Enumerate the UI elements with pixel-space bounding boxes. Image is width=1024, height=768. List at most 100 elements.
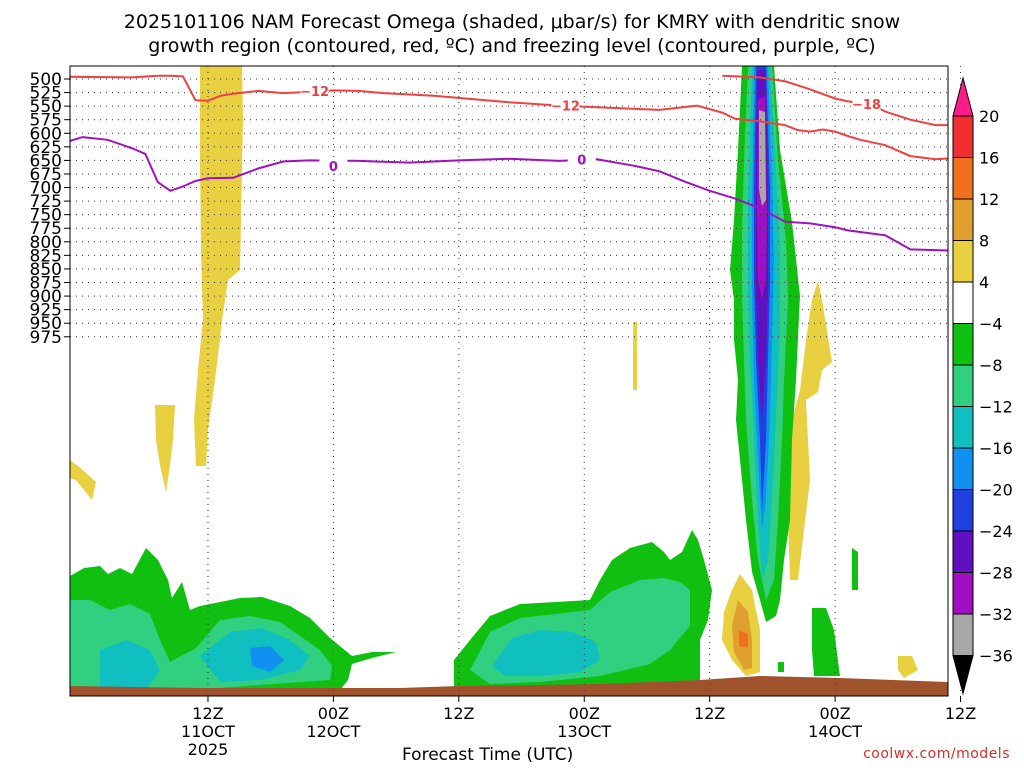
omega-negative-patch (759, 110, 766, 206)
colorbar-bottom-arrow (952, 655, 974, 696)
omega-positive-patch (155, 405, 175, 492)
x-tick-label: 11OCT (181, 722, 235, 741)
y-tick-label: 600 (30, 124, 62, 144)
colorbar-swatch (952, 364, 974, 407)
colorbar-label: −24 (979, 522, 1013, 541)
omega-negative-patch (100, 640, 160, 690)
x-tick-label: 12Z (945, 704, 976, 723)
omega-negative-patch (695, 584, 700, 610)
contour-freezing-level (70, 136, 948, 252)
colorbar-label: −8 (979, 356, 1003, 375)
y-tick-label: 550 (30, 97, 62, 117)
y-tick-label: 500 (30, 70, 62, 90)
colorbar-swatch (952, 406, 974, 449)
colorbar-swatch (952, 530, 974, 573)
chart-title-line2: growth region (contoured, red, ºC) and f… (148, 35, 876, 57)
colorbar-label: 4 (979, 273, 989, 292)
contour-label-bg (300, 82, 329, 98)
colorbar-label: −32 (979, 605, 1013, 624)
grid-lines (70, 66, 962, 696)
y-tick-label: 675 (30, 165, 62, 185)
omega-negative-patch (250, 646, 284, 672)
contour-label-bg (551, 97, 580, 113)
contour-label: 0 (329, 160, 338, 175)
x-tick-label: 00Z (318, 704, 349, 723)
colorbar-swatch (952, 572, 974, 615)
y-tick-label: 900 (30, 287, 62, 307)
colorbar-label: 20 (979, 107, 999, 126)
colorbar-swatch (952, 240, 974, 283)
y-tick-label: 750 (30, 206, 62, 226)
contour-label: −12 (300, 85, 329, 100)
colorbar-label: −4 (979, 315, 1003, 334)
y-tick-label: 700 (30, 179, 62, 199)
omega-negative-patch (492, 630, 600, 676)
x-tick-label: 00Z (819, 704, 850, 723)
y-tick-label: 925 (30, 301, 62, 321)
omega-positive-patch (786, 280, 832, 580)
x-tick-label: 00Z (569, 704, 600, 723)
y-tick-label: 525 (30, 84, 62, 104)
y-tick-label: 875 (30, 274, 62, 294)
colorbar-swatch (952, 447, 974, 490)
omega-positive-patch (739, 630, 748, 648)
y-tick-label: 725 (30, 192, 62, 212)
contour-label-bg (852, 95, 881, 111)
y-tick-label: 975 (30, 328, 62, 348)
terrain (70, 676, 948, 696)
colorbar-swatch (952, 489, 974, 532)
colorbar-label: 8 (979, 232, 989, 251)
colorbar-label: −20 (979, 481, 1013, 500)
x-tick-label: 12Z (694, 704, 725, 723)
contour-dendritic-minus12 (70, 74, 948, 161)
chart-title-line1: 2025101106 NAM Forecast Omega (shaded, μ… (123, 11, 901, 33)
colorbar-swatch (952, 115, 974, 158)
colorbar-label: −12 (979, 398, 1013, 417)
omega-shading (70, 66, 948, 696)
colorbar-swatch (952, 157, 974, 200)
plot-frame (69, 65, 949, 697)
omega-positive-patch (633, 322, 637, 390)
x-tick-label: 12Z (192, 704, 223, 723)
x-tick-label: 2025 (188, 740, 229, 759)
omega-positive-patch (70, 460, 96, 500)
y-tick-label: 575 (30, 111, 62, 131)
y-tick-label: 825 (30, 246, 62, 266)
y-tick-label: 850 (30, 260, 62, 280)
y-tick-label: 950 (30, 314, 62, 334)
y-tick-label: 650 (30, 151, 62, 171)
x-tick-label: 12Z (443, 704, 474, 723)
contour-label: 0 (577, 153, 586, 168)
credit-text: coolwx.com/models (863, 746, 1010, 762)
colorbar: 20 16 12 8 4 −4 −8 −12 −16 −20 −24 −28 −32 −36 (952, 76, 1013, 696)
contour-label-bg (567, 151, 596, 167)
colorbar-label: 16 (979, 149, 999, 168)
contour-label-bg (319, 157, 348, 173)
x-axis-label: Forecast Time (UTC) (402, 745, 574, 765)
pressure-axis: 5005255505756006256506757007257507758008… (30, 70, 70, 348)
x-tick-label: 12OCT (306, 722, 360, 741)
omega-positive-patch (194, 66, 243, 466)
colorbar-swatch (952, 198, 974, 241)
colorbar-label: 12 (979, 190, 999, 209)
y-tick-label: 775 (30, 219, 62, 239)
omega-negative-patch (812, 608, 840, 676)
y-tick-label: 625 (30, 138, 62, 158)
colorbar-swatch (952, 281, 974, 324)
colorbar-swatch (952, 323, 974, 366)
omega-positive-patch (898, 656, 918, 678)
omega-negative-patch (778, 662, 784, 672)
contour-label: −18 (852, 98, 881, 113)
contour-label: −12 (551, 100, 580, 115)
y-tick-label: 800 (30, 233, 62, 253)
temperature-contours: −12 −12 −18 0 0 (70, 74, 948, 252)
colorbar-top-arrow (952, 76, 974, 117)
omega-negative-patch (852, 548, 858, 590)
x-tick-label: 13OCT (557, 722, 611, 741)
x-tick-label: 14OCT (808, 722, 862, 741)
colorbar-swatch (952, 613, 974, 656)
colorbar-label: −28 (979, 564, 1013, 583)
colorbar-label: −36 (979, 647, 1013, 666)
